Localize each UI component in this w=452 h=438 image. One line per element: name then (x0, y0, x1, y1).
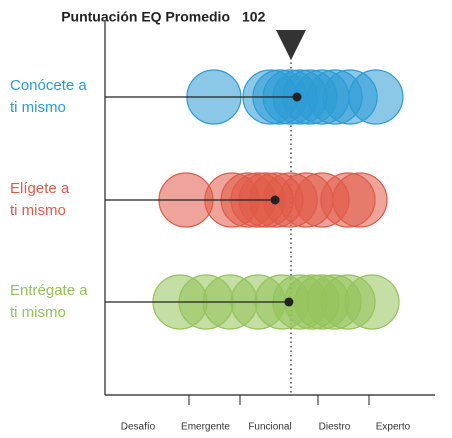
row-label: Elígete a (10, 180, 70, 197)
score-bubble (348, 69, 404, 125)
row-label: Entrégate a (10, 282, 88, 299)
row-label: ti mismo (10, 304, 66, 321)
mean-dot (292, 92, 302, 102)
score-bubble (332, 172, 388, 228)
x-category-label: Funcional (248, 422, 291, 433)
chart-title: Puntuación EQ Promedio (61, 9, 230, 25)
row-label: Conócete a (10, 77, 87, 94)
average-triangle (276, 30, 306, 60)
x-category-label: Experto (376, 422, 411, 433)
row-label: ti mismo (10, 99, 66, 116)
x-category-label: Desafío (121, 422, 156, 433)
x-category-label: Emergente (181, 422, 230, 433)
mean-dot (270, 195, 280, 205)
mean-dot (284, 297, 294, 307)
x-category-label: Diestro (319, 422, 351, 433)
average-value: 102 (242, 9, 266, 25)
row-label: ti mismo (10, 202, 66, 219)
score-bubble (344, 274, 400, 330)
